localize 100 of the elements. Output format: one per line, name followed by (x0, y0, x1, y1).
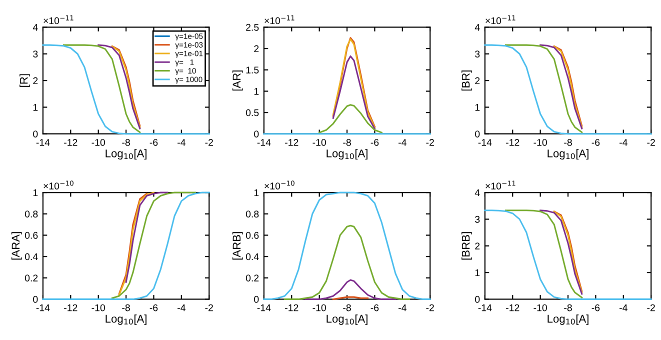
y-tick-label: 0.8 (24, 210, 38, 218)
y-tick-label: 0.6 (246, 232, 259, 239)
x-axis-title: Log$_{10}$[A] (106, 314, 146, 325)
y-axis-title: [R] (20, 74, 30, 87)
y-axis-title: [ARA] (11, 232, 22, 260)
x-tick-label: -4 (178, 139, 186, 146)
y-axis-title: [AR] (232, 70, 243, 91)
y-tick-label: 0 (254, 296, 259, 303)
x-tick-label: -14 (36, 139, 50, 146)
x-tick-label: -6 (150, 138, 158, 146)
line-series (540, 44, 583, 130)
x-axis-title: Log$_{10}$[A] (548, 314, 588, 325)
y-tick-label: 2 (475, 77, 480, 84)
y-tick-label: 0 (33, 296, 38, 303)
y-tick-label: 2 (33, 77, 38, 84)
y-tick-label: 0 (475, 130, 480, 138)
x-tick-label: -10 (92, 138, 105, 146)
line-series (42, 192, 210, 300)
y-tick-label: 0 (475, 296, 480, 303)
text: ×10$^{−11}$ (486, 15, 516, 24)
x-tick-label: -14 (257, 304, 271, 312)
x-tick-label: -12 (506, 304, 520, 312)
x-tick-label: -4 (398, 139, 406, 146)
y-axis-title: [ARB] (232, 232, 243, 260)
x-tick-label: -4 (620, 304, 628, 312)
y-tick-label: 3 (475, 50, 480, 58)
y-tick-label: 1 (33, 104, 38, 111)
y-tick-label: 0.2 (246, 274, 259, 282)
y-tick-label: 0.4 (24, 253, 38, 260)
y-tick-label: 1 (33, 189, 38, 196)
y-tick-label: 0 (254, 130, 259, 138)
x-tick-label: -10 (534, 138, 547, 146)
x-tick-label: -4 (398, 304, 406, 312)
x-tick-label: -12 (64, 304, 78, 312)
line-series (98, 44, 141, 130)
y-axis-title: [BR] (462, 70, 472, 91)
y-tick-label: 4 (474, 189, 480, 196)
y-tick-label: 3 (475, 216, 480, 223)
x-tick-label: -10 (92, 304, 105, 312)
y-tick-label: 2.5 (246, 24, 259, 31)
line-series (263, 192, 431, 300)
x-tick-label: -4 (178, 304, 186, 312)
line-series (118, 192, 148, 295)
y-tick-label: 1.5 (246, 66, 259, 74)
x-tick-label: -8 (122, 138, 130, 146)
x-tick-label: -6 (370, 304, 379, 312)
x-tick-label: -8 (564, 138, 572, 146)
line-series (62, 44, 141, 134)
y-tick-label: 1 (475, 269, 480, 276)
line-series (504, 210, 583, 298)
y-tick-label: 4 (32, 24, 38, 31)
x-tick-label: -14 (478, 304, 492, 312)
y-tick-label: 3 (33, 50, 38, 58)
y-tick-label: 1 (254, 189, 259, 196)
x-axis-title: Log$_{10}$[A] (326, 314, 368, 325)
x-tick-label: -6 (370, 138, 379, 146)
x-tick-label: -14 (257, 139, 271, 146)
x-tick-label: -8 (343, 138, 351, 146)
text: ×10$^{−10}$ (44, 180, 74, 190)
y-tick-label: 0.4 (246, 253, 259, 260)
x-tick-label: -12 (506, 138, 520, 146)
x-tick-label: -14 (478, 139, 492, 146)
line-series (504, 44, 583, 134)
x-tick-label: -12 (285, 304, 298, 312)
x-axis-title: Log$_{10}$[A] (548, 149, 588, 160)
x-axis-title: Log$_{10}$[A] (326, 149, 368, 160)
x-tick-label: -2 (426, 138, 434, 146)
x-tick-label: -12 (64, 138, 78, 146)
y-tick-label: 2 (254, 45, 259, 52)
text: ×10$^{−11}$ (44, 15, 74, 24)
x-tick-label: -8 (564, 304, 572, 312)
x-tick-label: -6 (150, 304, 158, 312)
line-series (304, 279, 396, 300)
text: ×10$^{−11}$ (486, 180, 516, 190)
y-tick-label: 0.2 (24, 274, 38, 282)
line-series (125, 192, 168, 283)
line-series (284, 224, 410, 300)
x-tick-label: -8 (122, 304, 130, 312)
x-tick-label: -12 (285, 138, 298, 146)
x-axis-title: Log$_{10}$[A] (106, 149, 146, 160)
x-tick-label: -4 (620, 139, 628, 146)
text: ×10$^{−11}$ (264, 15, 294, 24)
x-tick-label: -2 (647, 304, 655, 312)
line-series (111, 192, 196, 299)
line-series (118, 192, 154, 296)
x-tick-label: -2 (426, 304, 434, 312)
y-tick-label: 1 (254, 88, 259, 95)
x-tick-label: -10 (312, 304, 326, 312)
line-series (540, 210, 583, 295)
y-tick-label: 0.8 (246, 210, 259, 218)
x-tick-label: -2 (647, 138, 655, 146)
y-tick-label: 1 (475, 104, 480, 111)
y-tick-label: 0.5 (246, 109, 259, 116)
x-tick-label: -14 (36, 304, 50, 312)
y-tick-label: 0 (33, 130, 38, 138)
x-tick-label: -10 (534, 304, 547, 312)
text: ×10$^{−10}$ (264, 180, 294, 190)
x-tick-label: -2 (205, 304, 213, 312)
y-tick-label: 2 (475, 242, 480, 250)
x-tick-label: -2 (205, 138, 213, 146)
